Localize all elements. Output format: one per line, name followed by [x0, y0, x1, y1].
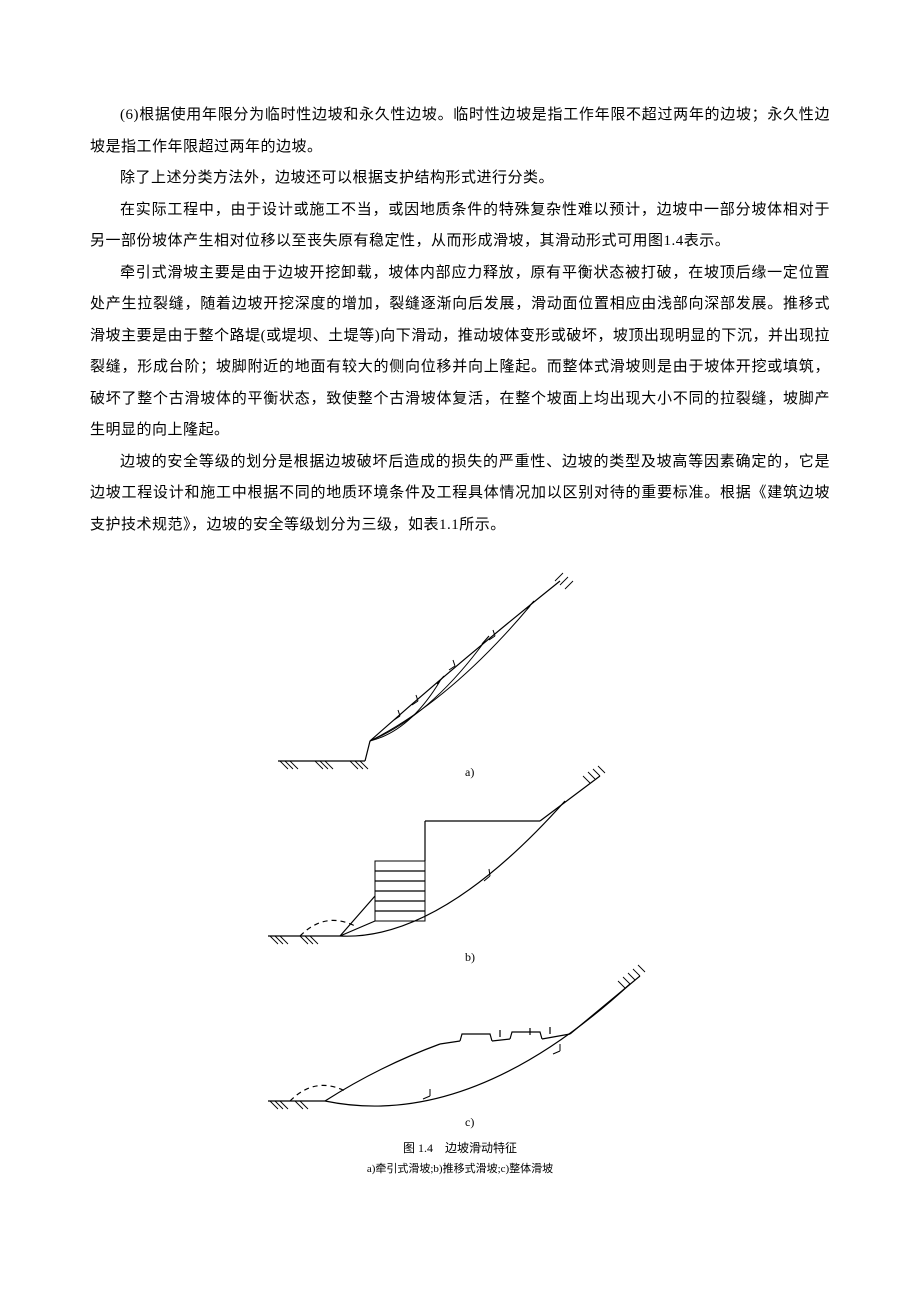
paragraph-safety-grade: 边坡的安全等级的划分是根据边坡破坏后造成的损失的严重性、边坡的类型及坡高等因素确… [90, 447, 830, 542]
svg-text:a): a) [465, 765, 474, 779]
paragraph-practical: 在实际工程中，由于设计或施工不当，或因地质条件的特殊复杂性难以预计，边坡中一部分… [90, 195, 830, 258]
svg-text:b): b) [465, 950, 475, 964]
paragraph-classification-note: 除了上述分类方法外，边坡还可以根据支护结构形式进行分类。 [90, 163, 830, 195]
subfigure-c: c) [268, 965, 645, 1129]
figure-caption: 图 1.4 边坡滑动特征 [90, 1139, 830, 1158]
slope-diagram-svg: a) [230, 561, 690, 1131]
svg-text:c): c) [465, 1115, 474, 1129]
subfigure-b: b) [268, 766, 605, 964]
paragraph-6: (6)根据使用年限分为临时性边坡和永久性边坡。临时性边坡是指工作年限不超过两年的… [90, 100, 830, 163]
subfigure-a: a) [278, 573, 573, 779]
figure-1-4: a) [90, 561, 830, 1176]
figure-subcaption: a)牵引式滑坡;b)推移式滑坡;c)整体滑坡 [90, 1160, 830, 1176]
paragraph-landslide-types: 牵引式滑坡主要是由于边坡开挖卸载，坡体内部应力释放，原有平衡状态被打破，在坡顶后… [90, 258, 830, 447]
